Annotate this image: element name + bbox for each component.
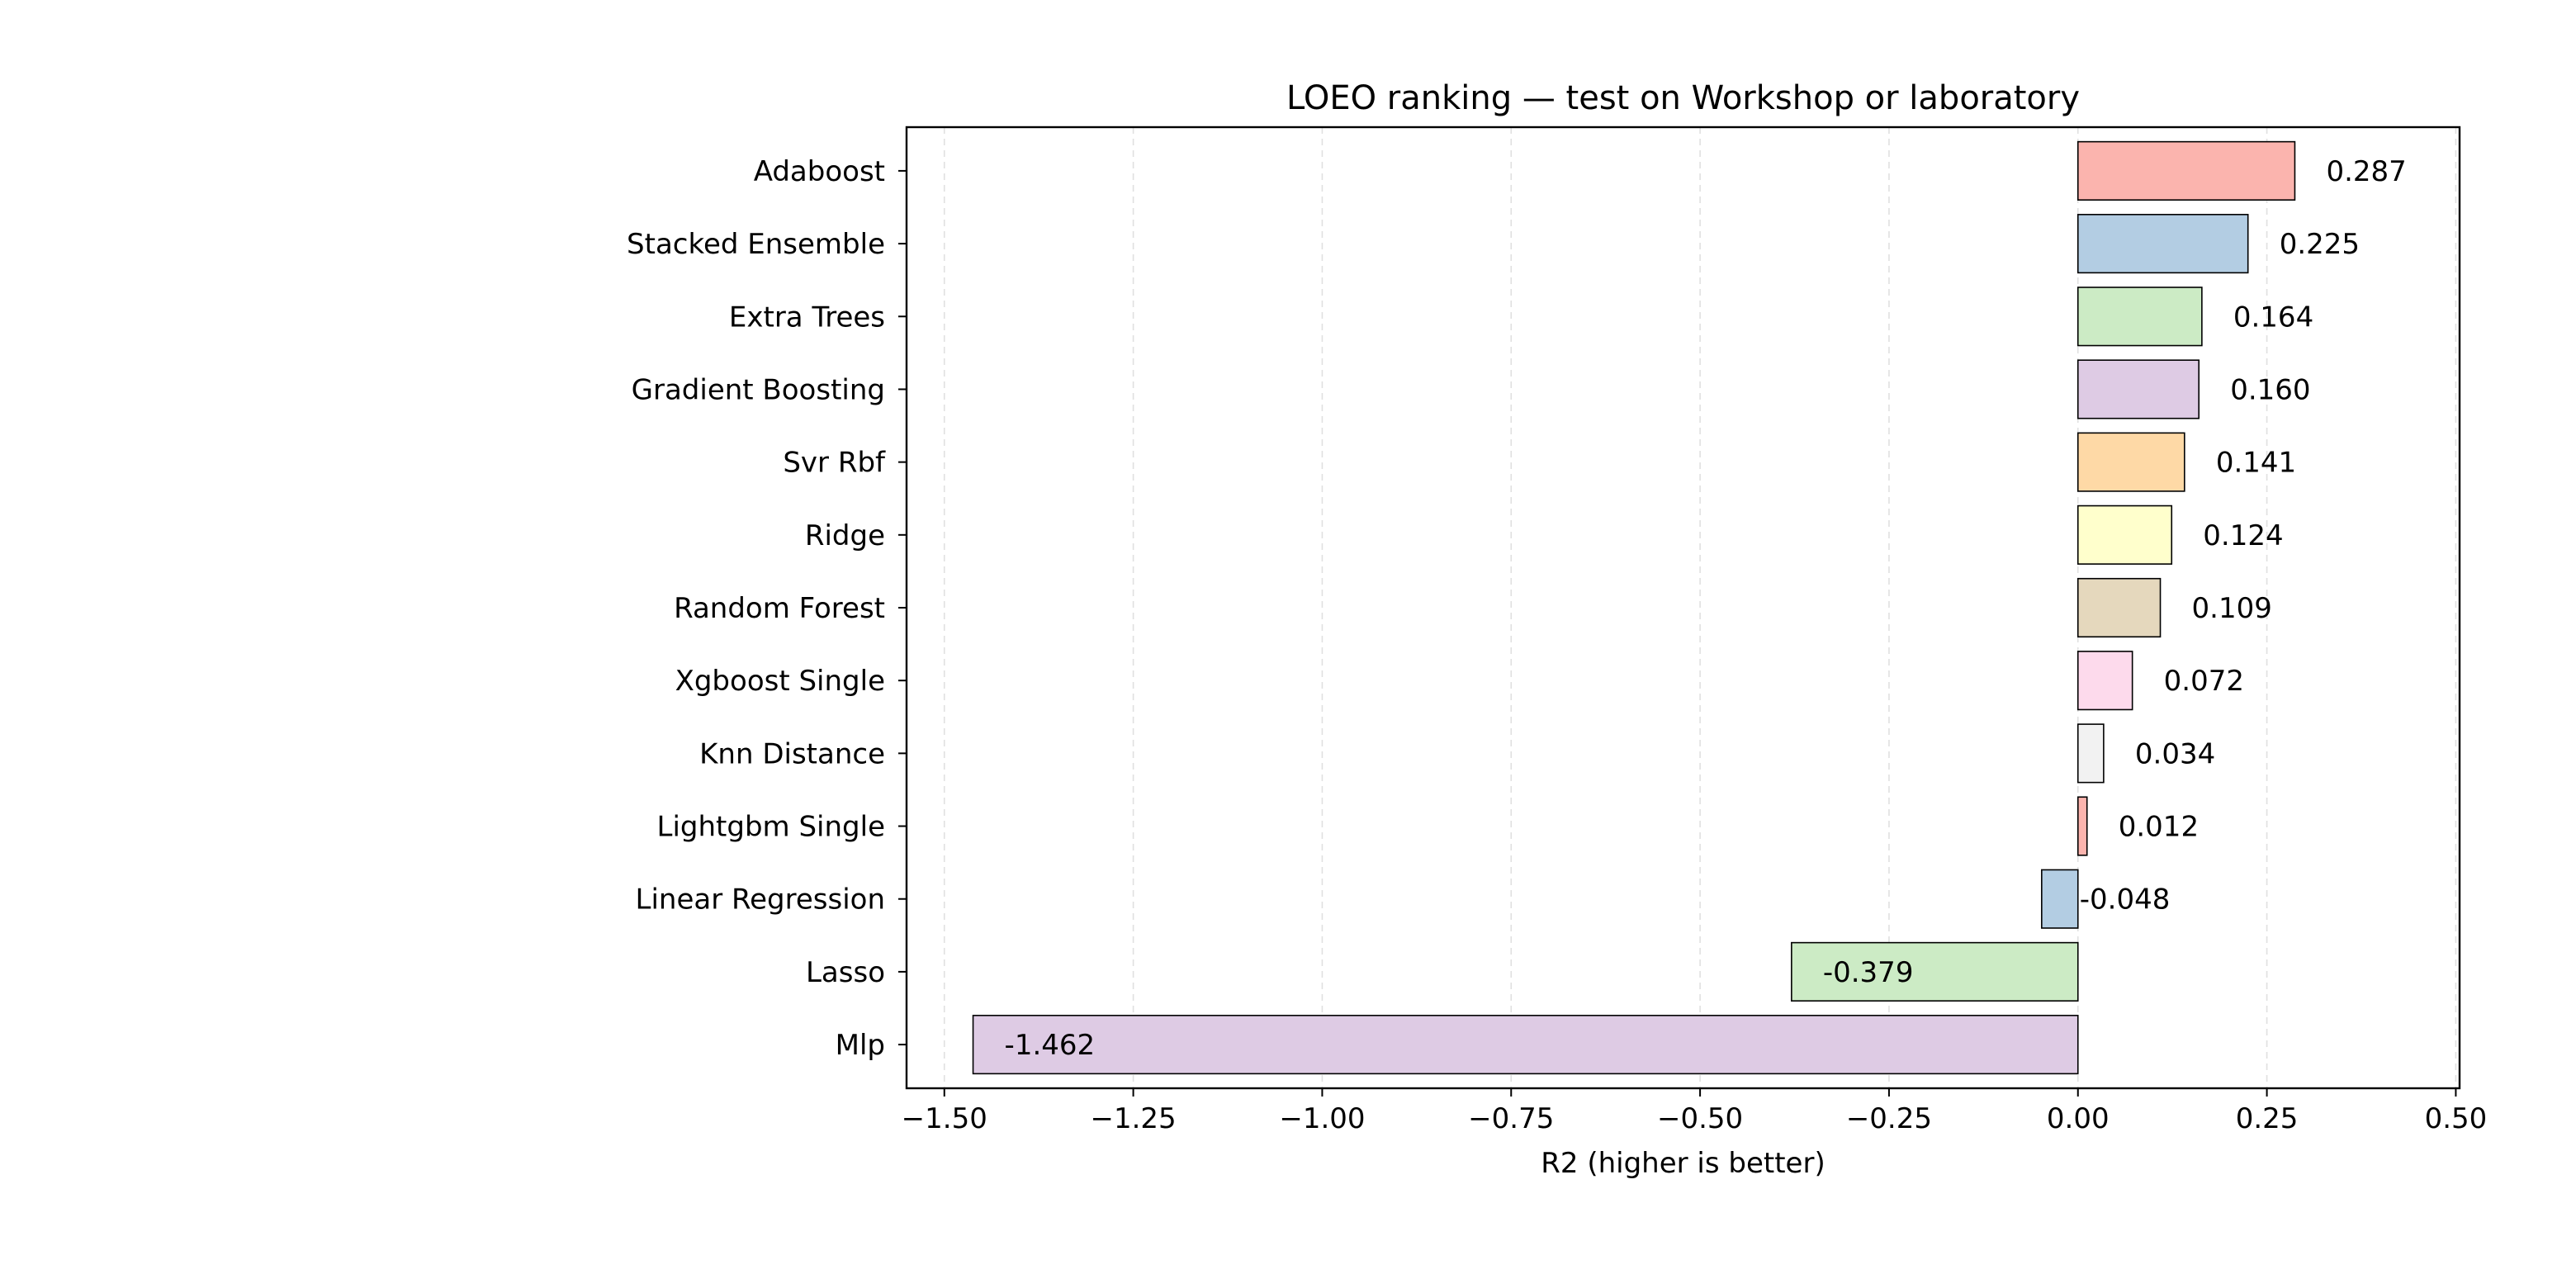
bar-value-label: 0.225 [2280, 228, 2360, 261]
bar [2076, 359, 2200, 419]
value-labels: 0.287 0.225 0.164 0.160 0.141 0.124 0.109 0.072… [1005, 155, 2407, 1062]
bar [2076, 577, 2162, 638]
x-tick-label: −1.00 [1279, 1102, 1365, 1135]
bar-value-label: 0.109 [2192, 592, 2272, 625]
bar-value-label: 0.012 [2119, 811, 2199, 844]
bar-value-label: 0.160 [2230, 373, 2310, 406]
x-tick-label: −0.75 [1468, 1102, 1554, 1135]
bar-value-label: 0.034 [2135, 737, 2215, 770]
y-tick-label: Knn Distance [699, 737, 885, 770]
bar [2076, 796, 2088, 856]
y-tick-label: Adaboost [754, 155, 885, 188]
bar [2076, 723, 2105, 784]
bar-value-label: -0.379 [1823, 956, 1914, 989]
y-tick-label: Mlp [836, 1029, 885, 1062]
x-axis-ticks: −1.50 −1.25 −1.00 −0.75 −0.50 −0.25 0.00 0.25 0.… [902, 1088, 2488, 1135]
y-tick-label: Lightgbm Single [657, 811, 885, 844]
bar [1791, 941, 2079, 1002]
bar-value-label: -0.048 [2080, 883, 2171, 917]
chart-title: LOEO ranking — test on Workshop or labor… [1286, 79, 2080, 117]
bar [2076, 287, 2203, 347]
x-tick-label: −1.25 [1090, 1102, 1176, 1135]
bar [2076, 504, 2173, 565]
bar-value-label: 0.141 [2216, 447, 2296, 480]
x-tick-label: −0.25 [1846, 1102, 1932, 1135]
y-tick-label: Gradient Boosting [632, 373, 885, 406]
x-tick-label: 0.50 [2425, 1102, 2488, 1135]
bar [2041, 869, 2079, 929]
y-tick-label: Lasso [806, 956, 885, 989]
x-tick-label: 0.25 [2236, 1102, 2299, 1135]
x-tick-label: 0.00 [2047, 1102, 2110, 1135]
y-tick-label: Stacked Ensemble [627, 228, 885, 261]
y-tick-label: Svr Rbf [783, 447, 886, 480]
bar-value-label: 0.164 [2233, 301, 2313, 334]
bar-value-label: -1.462 [1005, 1029, 1096, 1062]
bar-value-label: 0.287 [2326, 155, 2406, 188]
bar [972, 1015, 2079, 1075]
y-tick-label: Linear Regression [636, 883, 885, 917]
x-tick-label: −1.50 [902, 1102, 987, 1135]
bar [2076, 140, 2296, 201]
x-tick-label: −0.50 [1657, 1102, 1743, 1135]
y-tick-label: Extra Trees [729, 301, 885, 334]
y-tick-label: Ridge [805, 519, 885, 552]
bar-value-label: 0.072 [2164, 665, 2244, 698]
y-tick-label: Xgboost Single [675, 665, 885, 698]
bar [2076, 432, 2185, 492]
y-tick-label: Random Forest [674, 592, 885, 625]
bars [972, 140, 2296, 1075]
y-axis-ticks: Adaboost Stacked Ensemble Extra Trees Gradi… [627, 155, 907, 1062]
bar [2076, 651, 2133, 711]
x-axis-label: R2 (higher is better) [1541, 1147, 1825, 1180]
bar [2076, 214, 2249, 274]
bar-value-label: 0.124 [2203, 519, 2283, 552]
